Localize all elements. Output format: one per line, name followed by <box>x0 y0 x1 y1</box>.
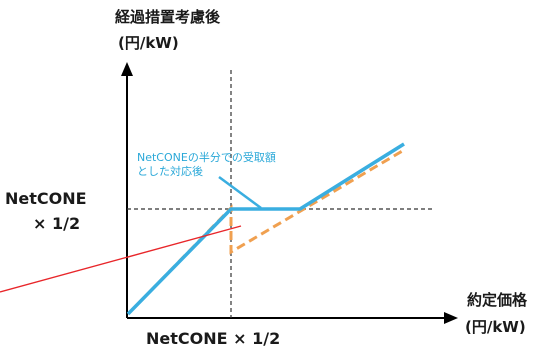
y-axis-unit: (円/kW) <box>118 34 179 52</box>
x-axis-title: 約定価格 <box>467 291 528 309</box>
x-axis-arrow-icon <box>444 312 458 324</box>
y-marker-label-line2: × 1/2 <box>33 214 80 233</box>
x-axis-unit: (円/kW) <box>465 318 526 336</box>
axes <box>121 62 458 324</box>
annotation-leader-line <box>218 175 262 210</box>
after-adjustment-line <box>126 142 405 316</box>
annotation-text-line2: とした対応後 <box>137 164 203 178</box>
guide-lines <box>127 70 432 318</box>
annotation-text-line1: NetCONEの半分での受取額 <box>137 150 276 164</box>
y-marker-label-line1: NetCONE <box>5 189 87 208</box>
y-axis-title: 経過措置考慮後 <box>115 8 221 26</box>
x-marker-label: NetCONE × 1/2 <box>146 329 280 346</box>
y-axis-arrow-icon <box>121 62 133 76</box>
pointer-line <box>0 225 242 293</box>
